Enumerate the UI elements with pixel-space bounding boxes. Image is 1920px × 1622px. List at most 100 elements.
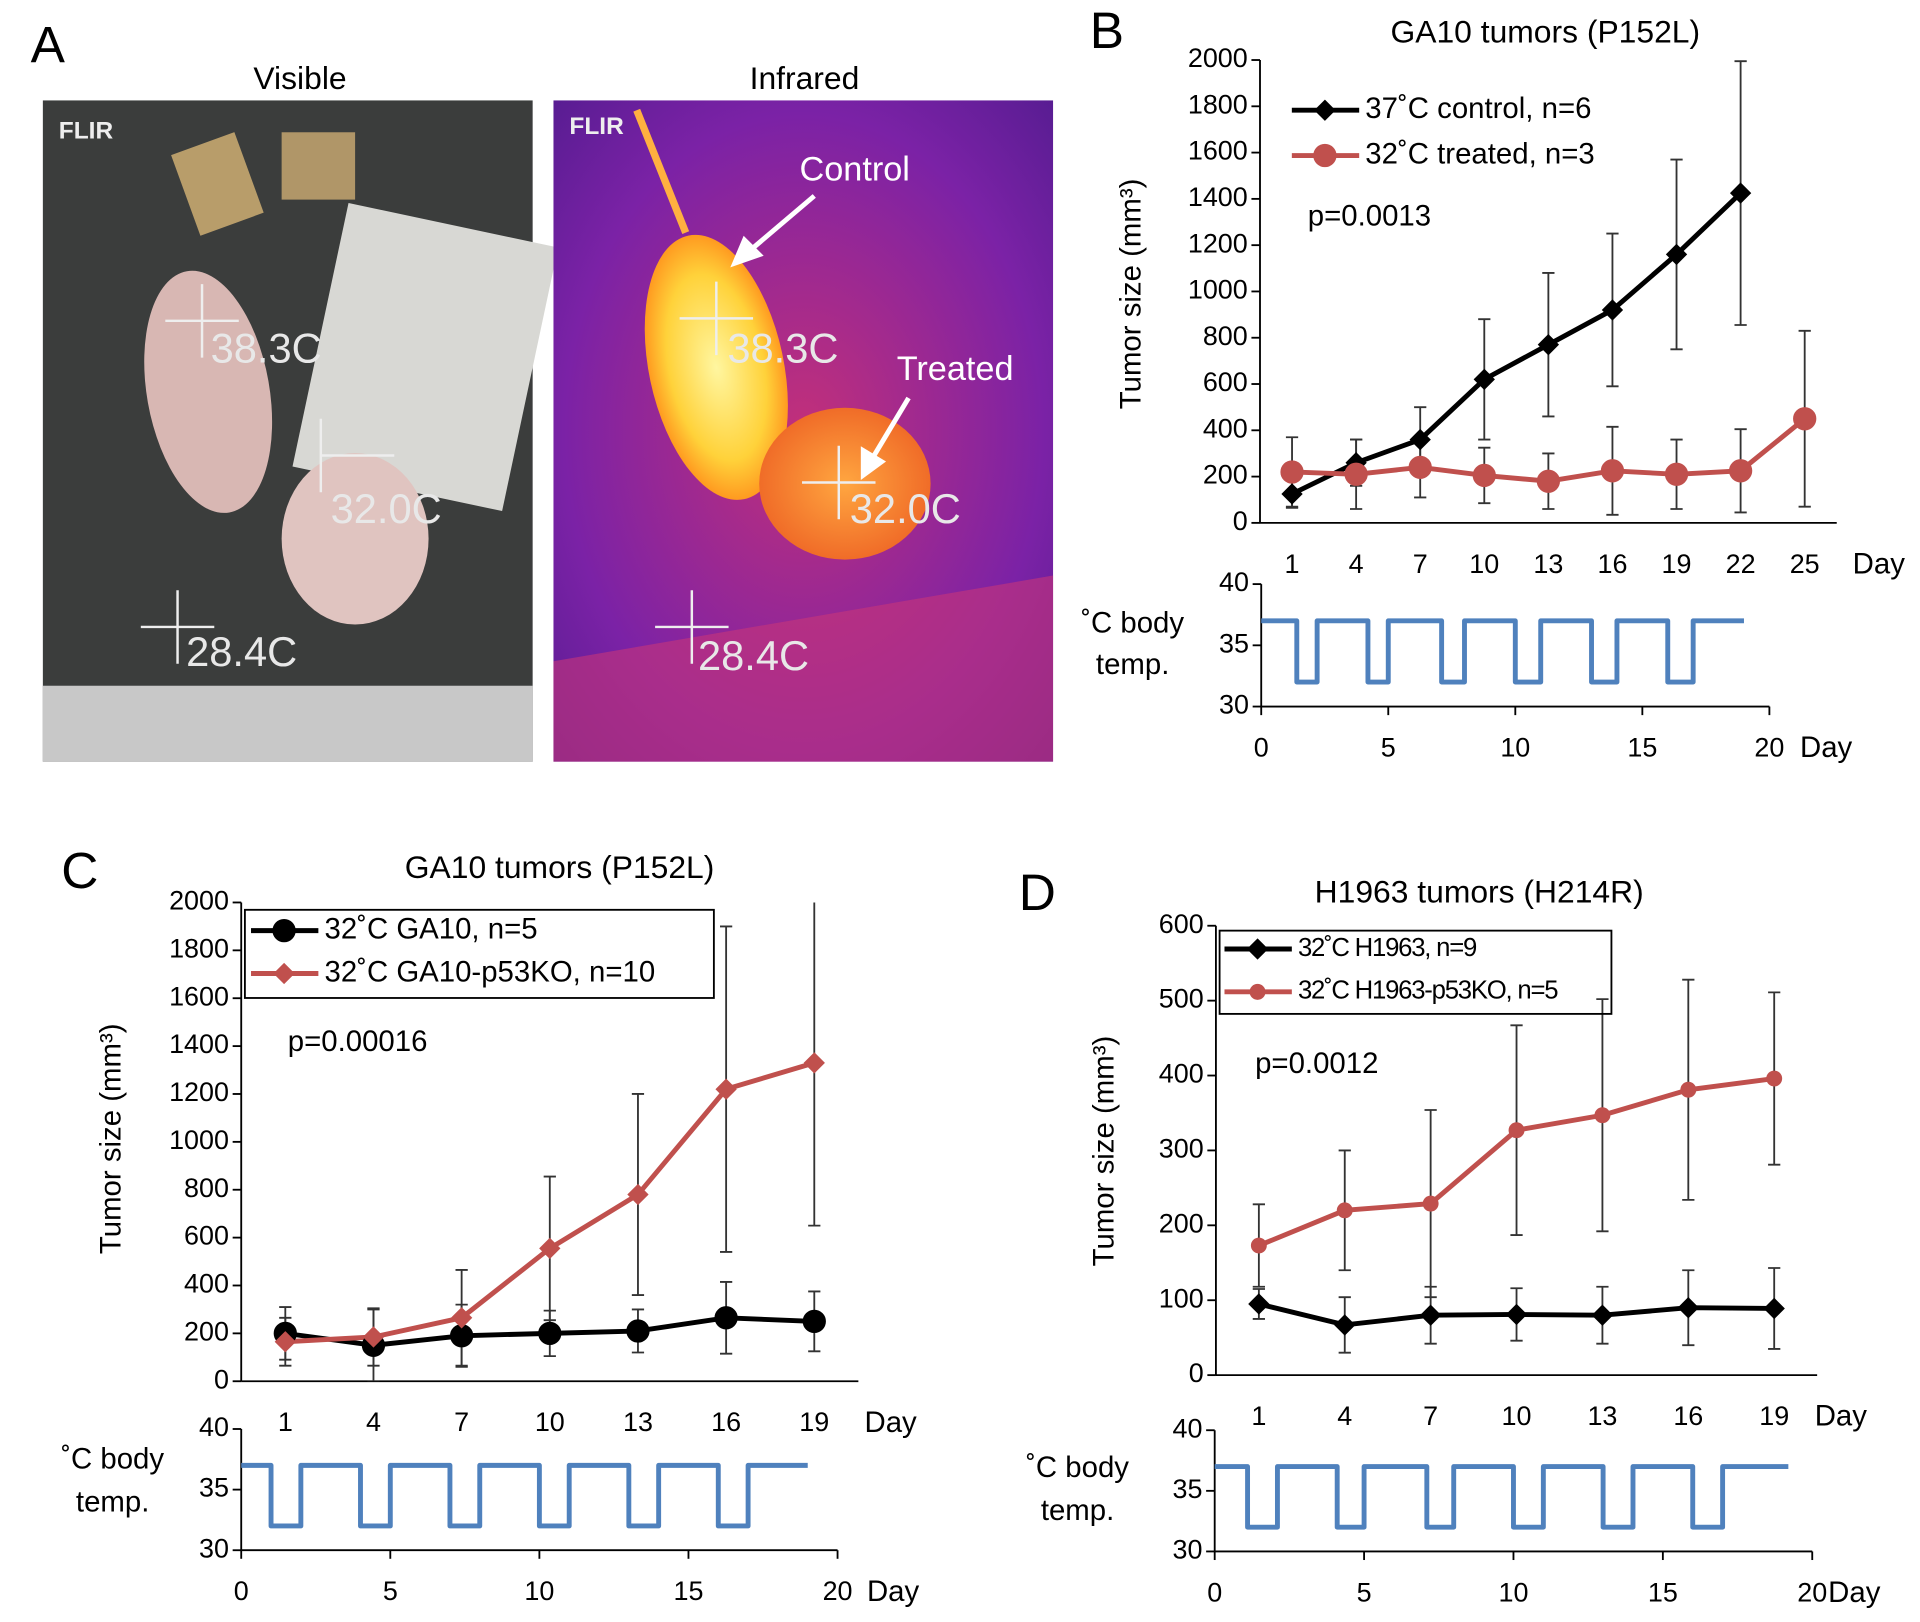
legend-marker [1246,938,1269,960]
y-tick-label: 35 [1219,628,1249,658]
data-point [1680,1081,1697,1098]
legend-marker [1313,143,1337,168]
visible-photo [42,100,559,762]
x-axis-label: Day [1815,1400,1868,1433]
data-point [1409,428,1431,451]
data-point [1473,368,1495,391]
photo-title: Infrared [750,60,860,96]
data-point [1729,182,1752,204]
data-point [362,1326,385,1348]
y-axis-label: Tumor size (mm³) [1114,179,1147,410]
data-point [538,1321,562,1346]
annotation: p=0.00016 [288,1025,428,1058]
y-tick-label: 1000 [169,1125,229,1155]
y-axis-label: temp. [1041,1494,1114,1527]
legend-box [1218,929,1613,1015]
y-tick-label: 200 [184,1316,229,1346]
data-point [1248,1293,1270,1315]
y-tick-label: 300 [1159,1134,1204,1164]
y-tick-label: 1600 [1188,136,1248,166]
x-tick-label: 13 [1587,1401,1617,1431]
y-tick-label: 500 [1159,984,1204,1014]
x-axis-label: Day [867,1575,920,1608]
x-tick-label: 10 [524,1576,554,1606]
y-tick-label: 0 [214,1364,229,1394]
legend-marker [1314,99,1336,121]
y-axis-label: ˚C body [1081,606,1184,639]
legend-label: 32˚C treated, n=3 [1365,137,1594,170]
error-bars [1285,60,1811,516]
legend-marker [273,962,295,985]
y-tick-label: 40 [1219,567,1249,597]
y-tick-label: 600 [184,1221,229,1251]
legend-label: 37˚C control, n=6 [1365,92,1591,125]
crosshairs [140,284,395,664]
x-tick-label: 10 [1469,549,1499,579]
x-tick-label: 5 [383,1576,398,1606]
data-point [1408,455,1432,479]
x-axis-label: Day [1800,731,1853,764]
temperature-line [1214,1464,1789,1530]
data-point [1508,1122,1525,1139]
data-point [627,1183,649,1206]
x-tick-label: 10 [1502,1401,1532,1431]
crosshairs [655,281,876,664]
y-tick-label: 1200 [169,1077,229,1107]
x-tick-label: 15 [1627,733,1657,763]
data-point [1537,334,1560,356]
x-tick-label: 5 [1381,733,1396,763]
x-tick-label: 16 [1597,549,1627,579]
x-tick-label: 20 [823,1576,853,1606]
temp-reading: 38.3C [211,324,322,371]
temperature-line [241,1462,808,1529]
x-tick-label: 4 [1349,549,1364,579]
data-point [1280,460,1304,484]
data-point [715,1078,737,1100]
y-tick-label: 100 [1159,1283,1204,1313]
temp-reading: 32.0C [331,485,442,532]
data-point [1281,483,1303,505]
panel-label: B [1090,1,1124,59]
y-tick-label: 600 [1203,367,1248,397]
data-point [714,1306,738,1330]
series-line [1290,191,1743,497]
y-tick-label: 800 [1203,321,1248,351]
x-tick-label: 13 [623,1407,653,1437]
y-tick-label: 1800 [1188,89,1248,119]
data-point [1677,1297,1699,1319]
y-tick-label: 0 [1189,1358,1204,1388]
panel-label: D [1019,863,1056,921]
photo-title: Visible [253,60,346,96]
data-point [1505,1303,1528,1326]
x-tick-label: 0 [1254,733,1269,763]
data-point [1766,1070,1783,1087]
data-point [450,1307,473,1329]
y-tick-label: 30 [1172,1535,1202,1565]
panel-label: A [31,16,66,74]
y-tick-label: 400 [1159,1059,1204,1089]
x-tick-label: 20 [1797,1577,1827,1607]
legend-marker [1249,983,1266,1000]
data-point [1664,462,1689,486]
data-point [803,1052,825,1074]
y-tick-label: 1400 [1188,182,1248,212]
y-axis-label: temp. [76,1485,149,1518]
x-tick-label: 25 [1790,549,1820,579]
x-tick-label: 10 [535,1407,565,1437]
y-tick-label: 1800 [169,933,229,963]
legend-label: 32˚C H1963, n=9 [1298,934,1477,962]
x-tick-label: 19 [1662,549,1692,579]
infrared-photo [553,100,1054,762]
x-tick-label: 20 [1754,733,1784,763]
data-point [1336,1202,1353,1219]
logo: FLIR [569,113,624,140]
temp-reading: 28.4C [698,632,809,679]
legend-label: 32˚C GA10, n=5 [324,912,537,945]
y-tick-label: 1000 [1188,275,1248,305]
x-tick-label: 4 [1337,1401,1352,1431]
x-tick-label: 10 [1500,733,1530,763]
data-point [1601,299,1624,321]
y-axis-label: temp. [1096,648,1169,681]
x-tick-label: 5 [1357,1577,1372,1607]
x-tick-label: 10 [1498,1577,1528,1607]
